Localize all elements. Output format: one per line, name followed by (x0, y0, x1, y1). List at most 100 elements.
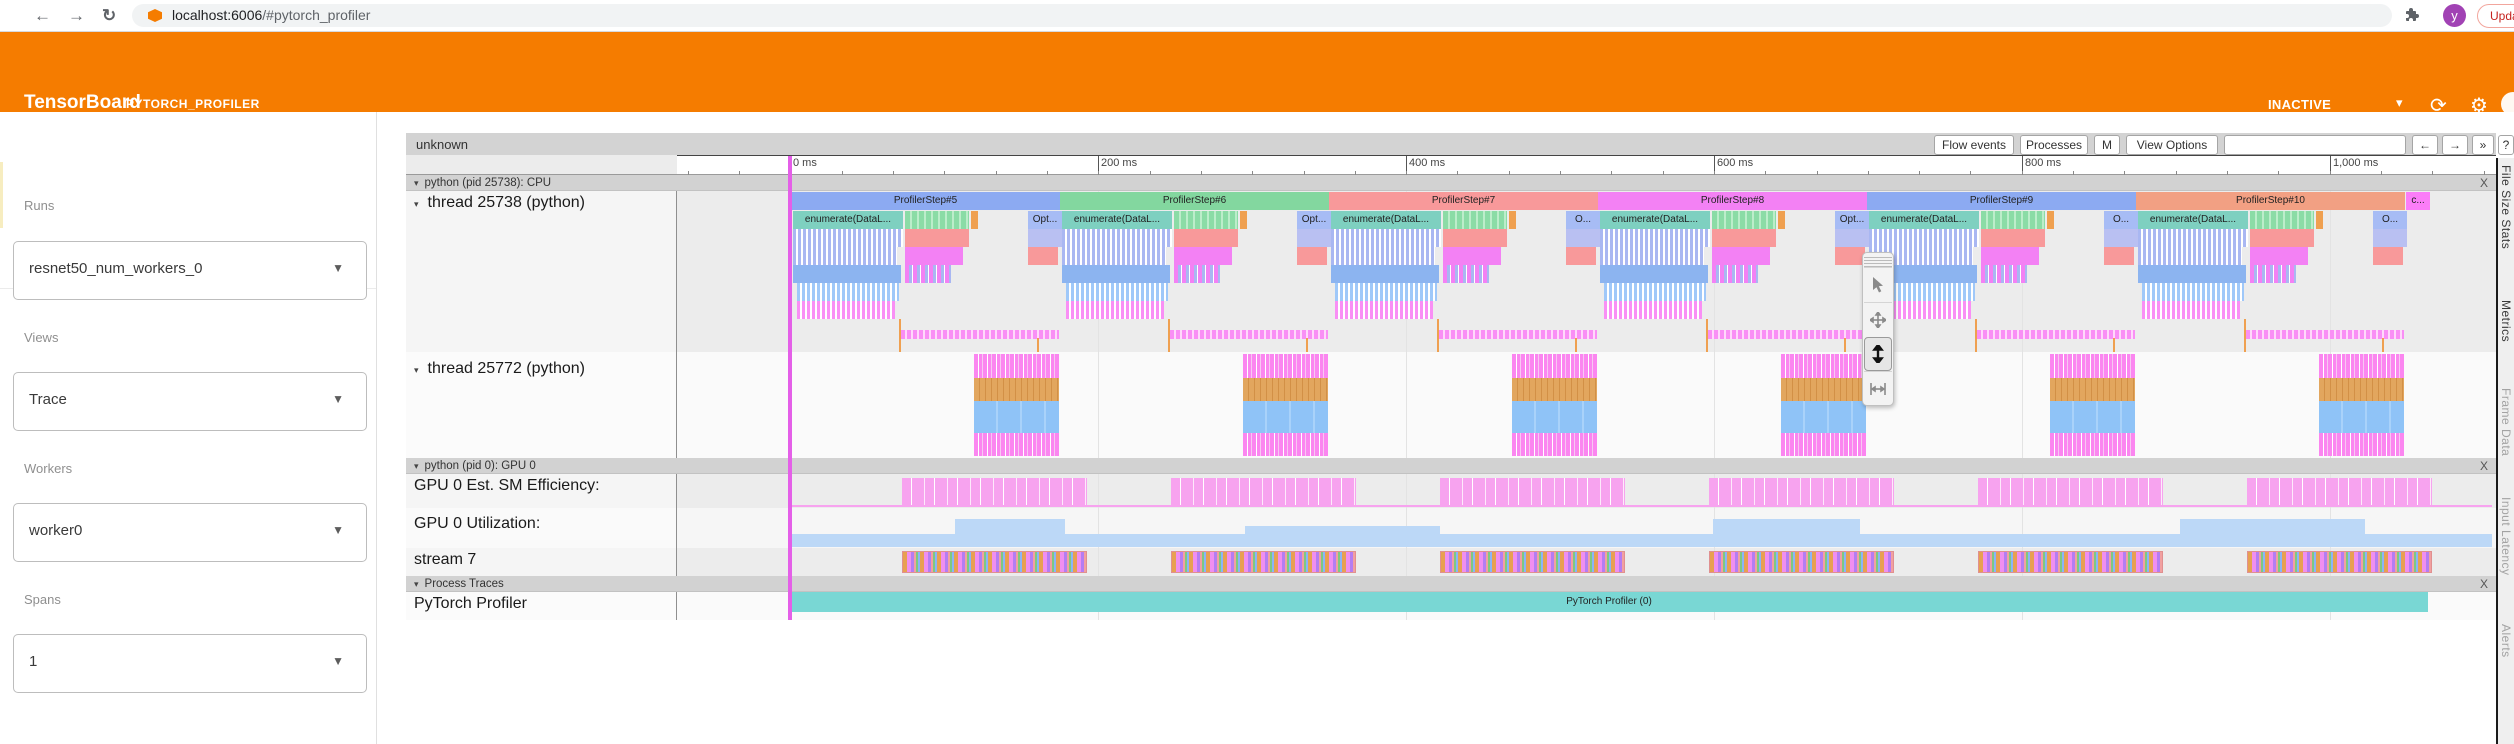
trace-slice[interactable] (974, 378, 1059, 401)
trace-slice[interactable]: O... (2373, 211, 2407, 229)
trace-slice[interactable] (2247, 478, 2432, 507)
trace-slice[interactable] (1873, 283, 1975, 301)
trace-slice[interactable] (2250, 265, 2296, 283)
help-button[interactable]: ? (2498, 135, 2514, 155)
section-close-button[interactable]: X (2479, 176, 2488, 190)
trace-slice[interactable] (2050, 401, 2135, 433)
trace-slice[interactable] (1709, 478, 1894, 507)
side-tab-metrics[interactable]: Metrics (2499, 300, 2513, 343)
trace-slice[interactable] (2047, 211, 2054, 229)
trace-slice[interactable] (1781, 378, 1866, 401)
selection-tool-icon[interactable] (1864, 267, 1892, 302)
trace-slice[interactable] (1331, 229, 1441, 247)
trace-slice[interactable] (1240, 211, 1247, 229)
trace-slice[interactable] (790, 505, 2492, 507)
trace-slice[interactable] (1243, 378, 1328, 401)
trace-slice[interactable] (1873, 301, 1971, 319)
trace-slice[interactable] (974, 354, 1059, 378)
trace-slice[interactable] (1171, 478, 1356, 507)
trace-slice[interactable] (1706, 319, 1708, 352)
trace-slice[interactable] (1028, 229, 1062, 247)
trace-slice[interactable] (1306, 338, 1308, 352)
gear-icon[interactable]: ⚙ (2470, 95, 2488, 117)
sidebar-select-runs[interactable]: resnet50_num_workers_0 ▼ (13, 241, 367, 300)
trace-slice[interactable]: Opt... (1835, 211, 1869, 229)
trace-slice[interactable]: c... (2406, 192, 2430, 210)
trace-slice[interactable] (905, 229, 969, 247)
pan-tool-icon[interactable] (1864, 302, 1892, 337)
trace-slice[interactable] (901, 330, 1059, 339)
trace-slice[interactable] (1781, 433, 1866, 456)
trace-slice[interactable] (1869, 229, 1979, 247)
trace-slice[interactable] (2316, 211, 2323, 229)
trace-slice[interactable] (1708, 330, 1866, 339)
trace-slice[interactable] (1509, 211, 1516, 229)
trace-slice[interactable] (1066, 301, 1164, 319)
trace-slice[interactable] (1981, 247, 2039, 265)
trace-slice[interactable]: enumerate(DataL... (2138, 211, 2248, 229)
trace-slice[interactable] (1440, 551, 1625, 573)
browser-back-icon[interactable]: ← (34, 6, 51, 25)
trace-slice[interactable] (1566, 247, 1596, 265)
collapse-triangle-icon[interactable]: ▾ (414, 178, 419, 188)
refresh-icon[interactable]: ⟳ (2430, 95, 2447, 117)
trace-slice[interactable] (1243, 401, 1328, 433)
trace-slice[interactable] (1170, 330, 1328, 339)
trace-slice[interactable] (1331, 247, 1435, 265)
trace-slice[interactable] (2142, 283, 2244, 301)
trace-slice[interactable] (1575, 338, 1577, 352)
track-label[interactable]: ▾ thread 25738 (python) (414, 194, 585, 212)
trace-slice[interactable] (1297, 229, 1331, 247)
trace-slice[interactable] (2104, 229, 2138, 247)
trace-slice[interactable] (1712, 229, 1776, 247)
trace-slice[interactable] (1174, 229, 1238, 247)
trace-slice[interactable] (1978, 478, 2163, 507)
trace-slice[interactable] (2319, 433, 2404, 456)
trace-slice[interactable] (2050, 378, 2135, 401)
trace-slice[interactable] (1600, 229, 1710, 247)
browser-forward-icon[interactable]: → (68, 6, 85, 25)
sidebar-select-views[interactable]: Trace ▼ (13, 372, 367, 431)
trace-slice[interactable] (2247, 551, 2432, 573)
trace-slice[interactable] (1600, 265, 1708, 283)
section-header[interactable]: ▾ python (pid 25738): CPU (406, 175, 2496, 191)
trace-search-input[interactable] (2224, 135, 2406, 155)
trace-slice[interactable] (1712, 265, 1758, 283)
trace-slice[interactable]: ProfilerStep#8 (1598, 192, 1867, 210)
trace-slice[interactable] (1712, 247, 1770, 265)
trace-slice[interactable] (1835, 229, 1869, 247)
trace-slice[interactable] (1981, 229, 2045, 247)
trace-slice[interactable] (1712, 211, 1776, 229)
trace-slice[interactable] (1437, 319, 1439, 352)
trace-slice[interactable] (2250, 247, 2308, 265)
trace-slice[interactable] (1835, 247, 1865, 265)
section-close-button[interactable]: X (2479, 459, 2488, 473)
tab-pytorch-profiler[interactable]: PYTORCH_PROFILER (126, 97, 260, 111)
side-tab-file-size-stats[interactable]: File Size Stats (2499, 165, 2513, 250)
url-text[interactable]: localhost:6006/#pytorch_profiler (172, 7, 371, 23)
zoom-tool-icon[interactable] (1864, 337, 1892, 371)
track-label[interactable]: GPU 0 Utilization: (414, 515, 540, 533)
browser-avatar[interactable]: y (2443, 4, 2466, 27)
trace-slice[interactable] (1709, 551, 1894, 573)
trace-slice[interactable] (1512, 401, 1597, 433)
trace-slice[interactable] (1977, 330, 2135, 339)
trace-slice[interactable] (2180, 519, 2365, 547)
trace-slice[interactable] (1243, 433, 1328, 456)
trace-slice[interactable] (790, 534, 2492, 547)
trace-slice[interactable] (2138, 265, 2246, 283)
trace-slice[interactable]: enumerate(DataL... (1331, 211, 1441, 229)
side-tab-alerts[interactable]: Alerts (2499, 624, 2513, 658)
collapse-triangle-icon[interactable]: ▾ (414, 199, 419, 209)
trace-slice[interactable] (1566, 229, 1600, 247)
trace-slice[interactable] (1062, 265, 1170, 283)
trace-slice[interactable]: ProfilerStep#6 (1060, 192, 1329, 210)
trace-slice[interactable] (1512, 354, 1597, 378)
trace-slice[interactable] (2050, 354, 2135, 378)
trace-slice[interactable] (899, 319, 901, 352)
trace-slice[interactable]: ProfilerStep#9 (1867, 192, 2136, 210)
sidebar-select-workers[interactable]: worker0 ▼ (13, 503, 367, 562)
sidebar-select-spans[interactable]: 1 ▼ (13, 634, 367, 693)
trace-slice[interactable] (2373, 229, 2407, 247)
flow-events-button[interactable]: Flow events (1934, 135, 2014, 155)
